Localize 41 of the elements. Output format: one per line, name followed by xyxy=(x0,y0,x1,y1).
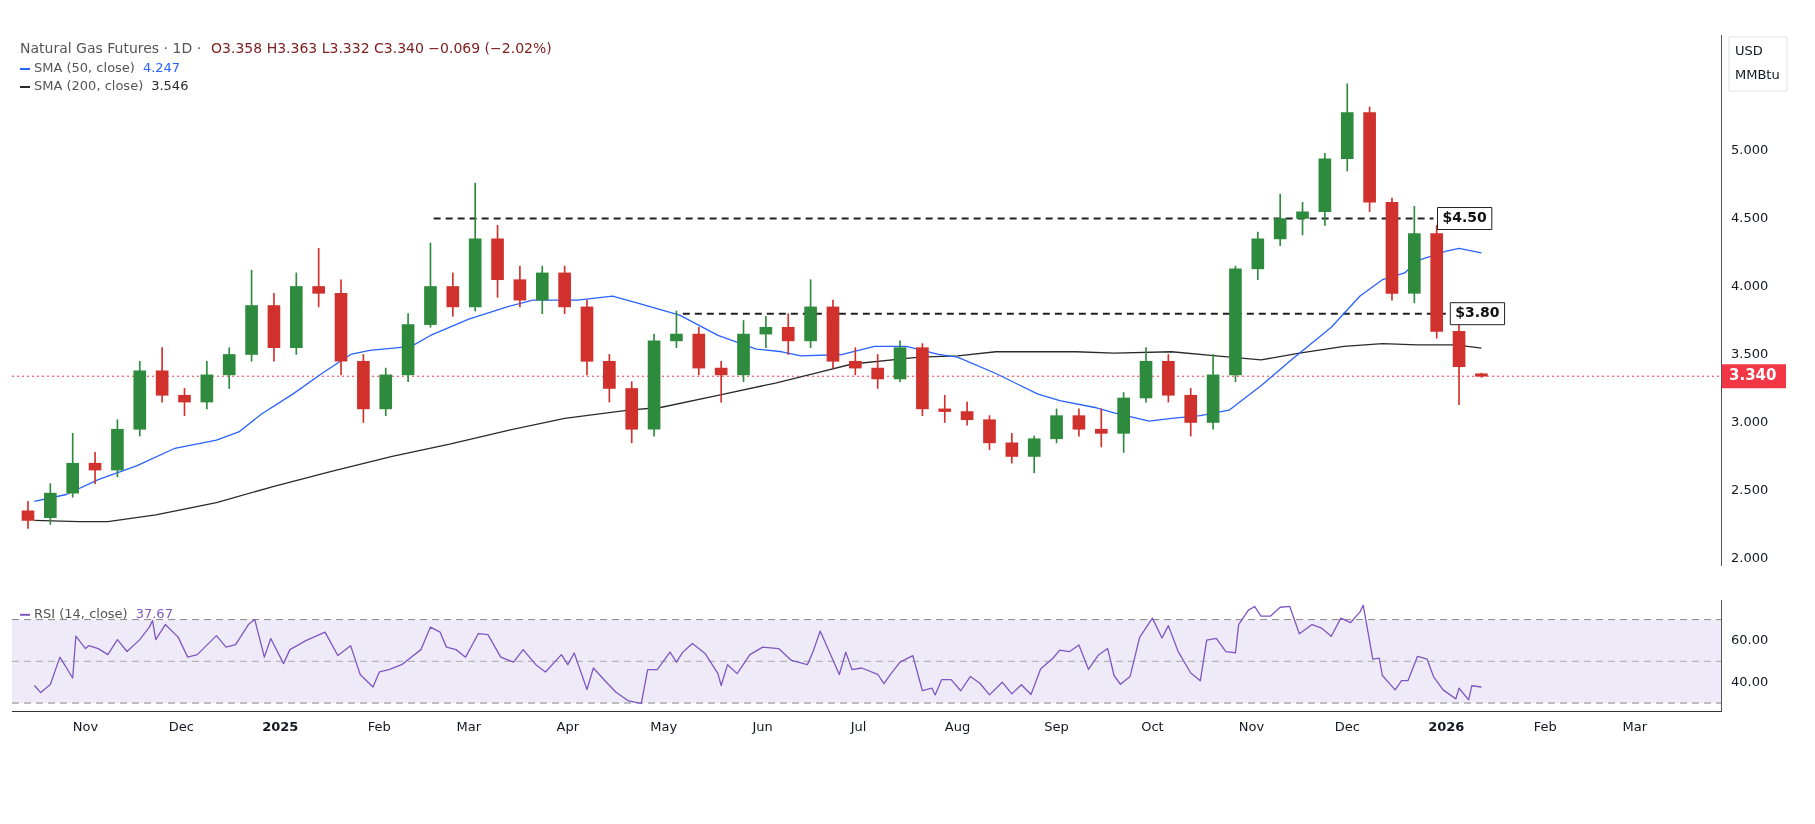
chart-subtitle: O3.358 H3.363 L3.332 C3.340 −0.069 (−2.02%) xyxy=(211,39,552,56)
legend-label: SMA (50, close) xyxy=(34,60,135,76)
x-tick-label: Dec xyxy=(1334,718,1360,734)
data-label: $3.80 xyxy=(1455,304,1500,321)
candlestick xyxy=(938,394,952,423)
chart-title: Natural Gas Futures · 1D · xyxy=(20,39,202,56)
x-tick-label: 2026 xyxy=(1428,718,1465,734)
x-tick-label: Sep xyxy=(1044,718,1069,734)
x-tick-label: Aug xyxy=(944,718,971,734)
x-tick-label: 2025 xyxy=(262,718,299,734)
y-tick-label: 5.000 xyxy=(1731,141,1769,157)
y-tick-label: 4.500 xyxy=(1731,209,1769,225)
x-tick-label: Nov xyxy=(72,718,99,734)
x-tick-label: Jul xyxy=(849,718,867,734)
legend-label: RSI (14, close) xyxy=(34,606,128,622)
y-tick-label: 60.00 xyxy=(1731,631,1769,647)
x-tick-label: Mar xyxy=(456,718,482,734)
data-label: $4.50 xyxy=(1442,209,1488,226)
y-tick-label: 40.00 xyxy=(1731,673,1769,689)
y-tick-label: 4.000 xyxy=(1731,277,1769,293)
legend-label: SMA (200, close) xyxy=(34,78,144,94)
candlestick xyxy=(1094,408,1108,448)
annotation: 4.247 xyxy=(142,60,181,76)
y-tick-label: 2.000 xyxy=(1731,549,1769,565)
y-tick-label: 3.000 xyxy=(1731,413,1769,429)
x-tick-label: Oct xyxy=(1141,718,1164,734)
x-tick-label: Feb xyxy=(367,718,391,734)
x-tick-label: Nov xyxy=(1238,718,1265,734)
annotation: 3.546 xyxy=(151,78,189,94)
x-tick-label: Mar xyxy=(1622,718,1648,734)
y-tick-label: 3.500 xyxy=(1731,345,1769,361)
annotation: 37.67 xyxy=(135,606,173,622)
x-tick-label: May xyxy=(650,718,678,734)
y-tick-label: 2.500 xyxy=(1731,481,1769,497)
ref-line-label: 3.340 xyxy=(1729,366,1777,385)
candlestick xyxy=(848,347,862,376)
x-tick-label: Dec xyxy=(168,718,194,734)
x-tick-label: Feb xyxy=(1533,718,1557,734)
y-axis-title: USD MMBtu xyxy=(1735,43,1780,83)
x-tick-label: Apr xyxy=(556,718,580,734)
x-tick-label: Jun xyxy=(751,718,773,734)
